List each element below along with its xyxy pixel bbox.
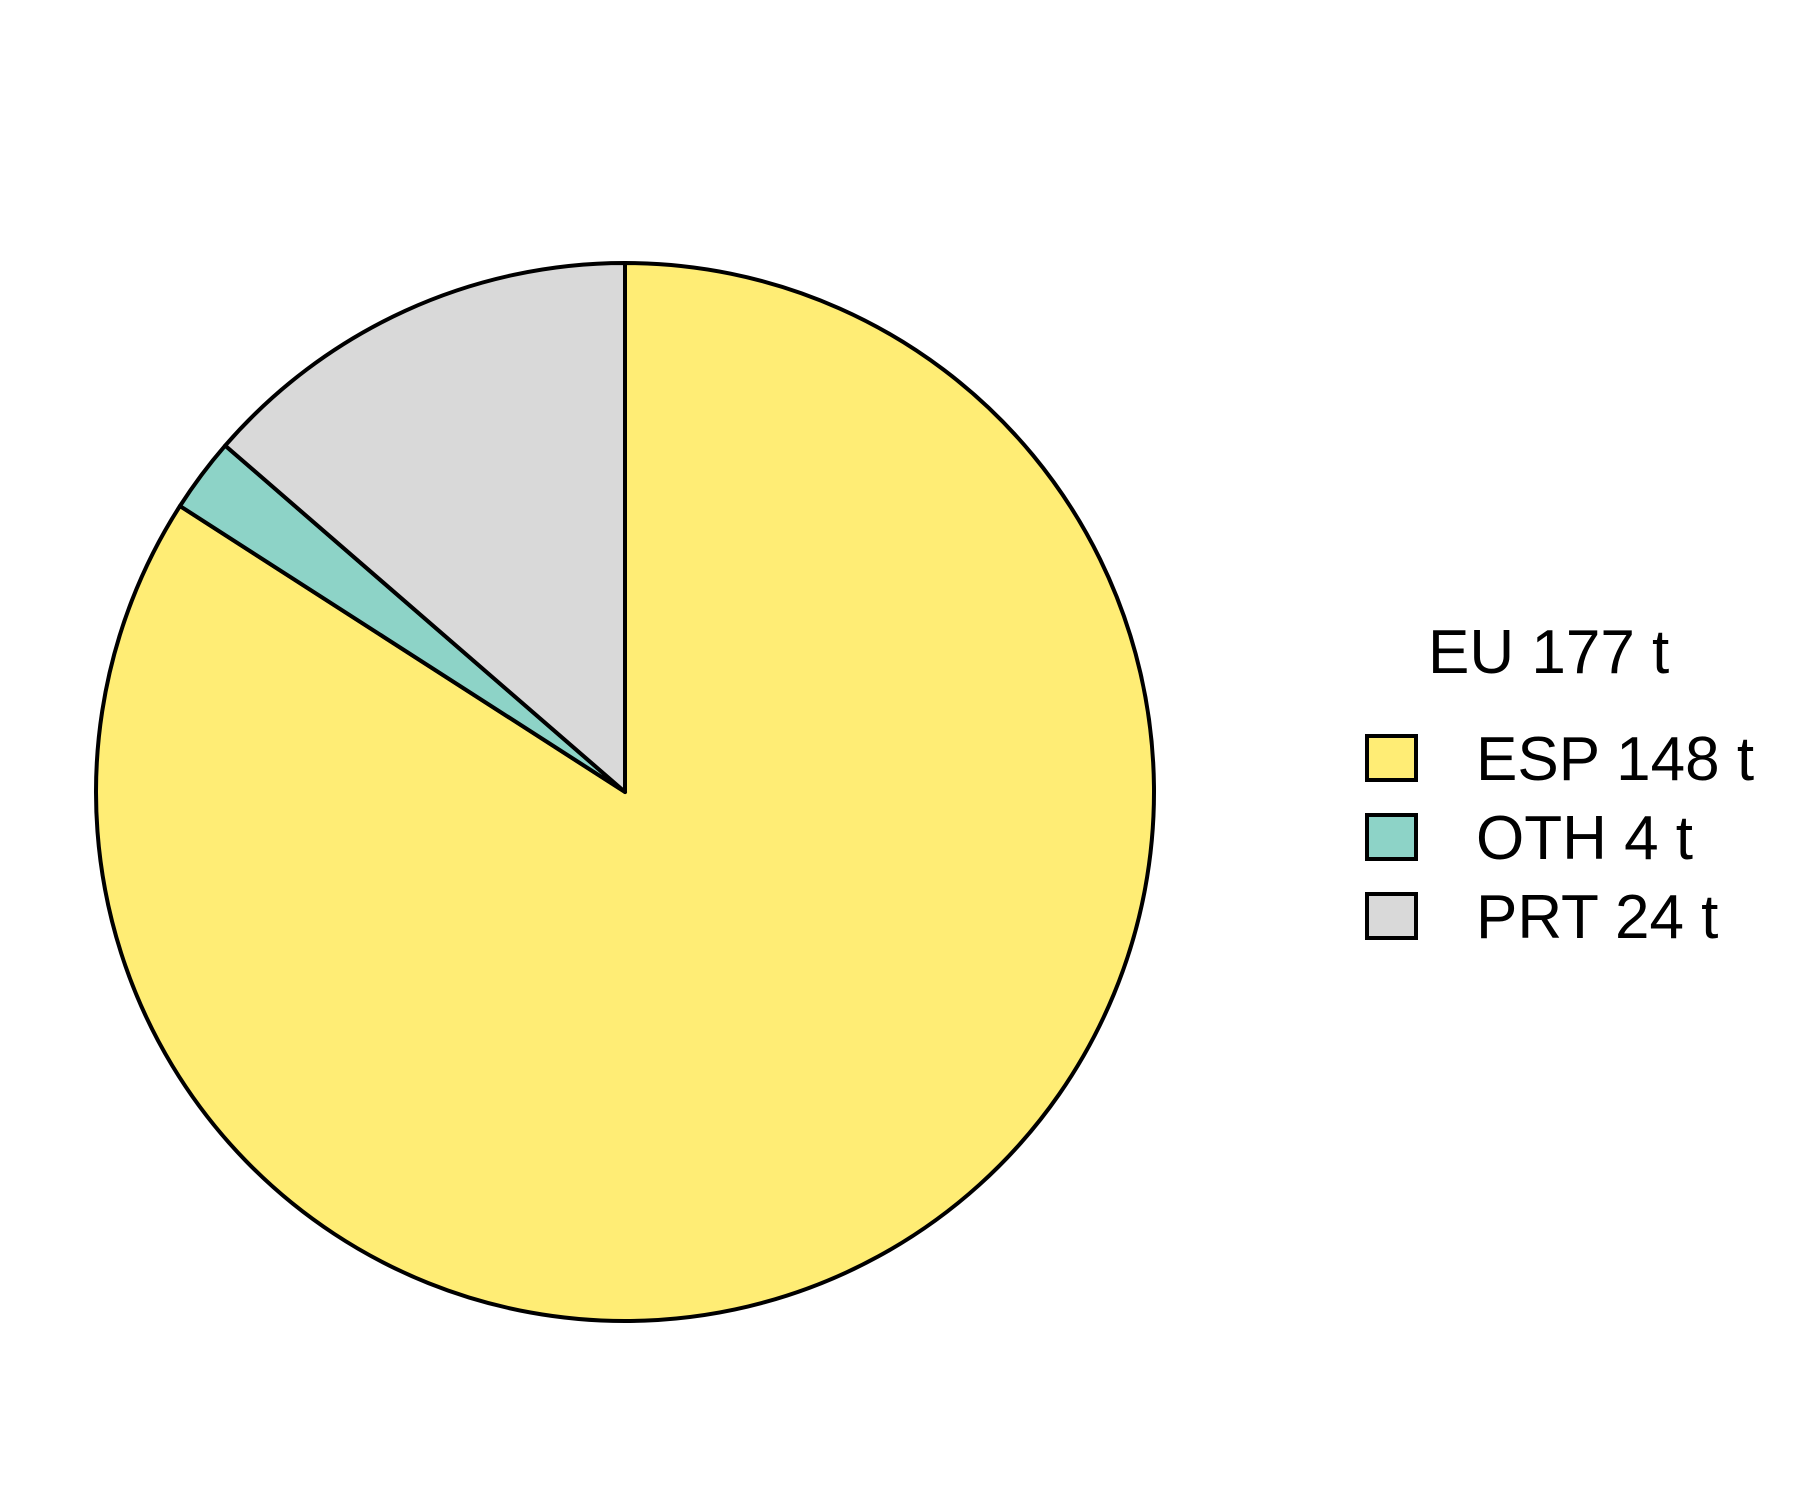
legend-title: EU 177 t [1428, 618, 1669, 687]
pie-slice-prt [223, 261, 627, 794]
legend-key-prt [1365, 892, 1418, 940]
legend-item-esp: ESP 148 t [1365, 725, 1754, 794]
legend: EU 177 t ESP 148 t OTH 4 t PRT 24 t [1365, 618, 1754, 952]
legend-item-prt: PRT 24 t [1365, 883, 1718, 952]
legend-item-oth: OTH 4 t [1365, 804, 1693, 873]
legend-key-oth [1365, 813, 1418, 861]
legend-label-oth: OTH 4 t [1476, 804, 1693, 873]
legend-label-esp: ESP 148 t [1476, 725, 1754, 794]
legend-items: ESP 148 t OTH 4 t PRT 24 t [1365, 725, 1754, 952]
legend-key-esp [1365, 734, 1418, 782]
pie-slices [94, 261, 1156, 1323]
legend-label-prt: PRT 24 t [1476, 883, 1718, 952]
